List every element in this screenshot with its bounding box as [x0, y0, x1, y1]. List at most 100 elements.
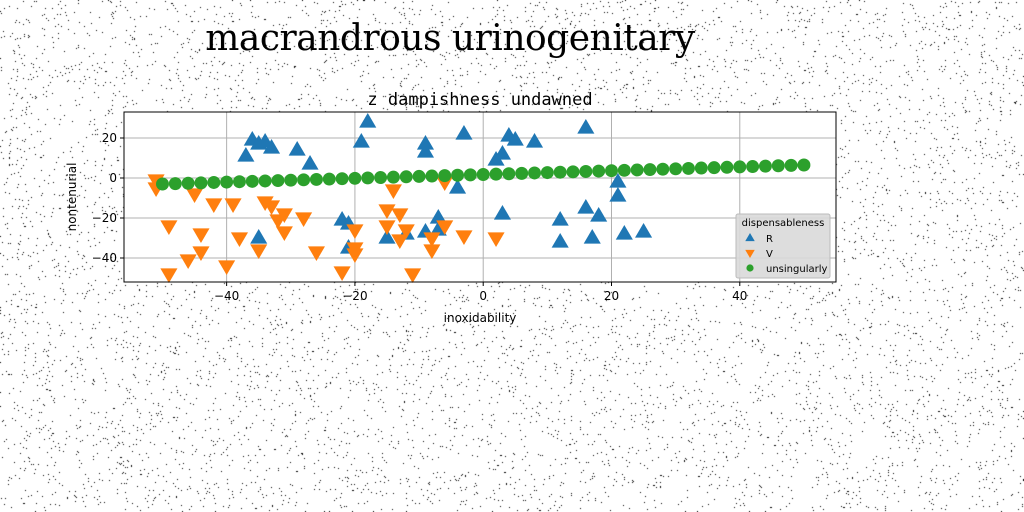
data-point — [309, 172, 323, 186]
data-point — [577, 119, 595, 134]
data-point — [378, 204, 396, 219]
data-point — [566, 165, 580, 179]
data-point — [307, 246, 325, 261]
data-point — [295, 212, 313, 227]
series-V — [147, 174, 505, 283]
data-point — [720, 160, 734, 174]
data-point — [493, 205, 512, 220]
data-point — [194, 176, 208, 190]
data-point — [525, 133, 544, 148]
data-point — [224, 198, 242, 213]
y-tick-label: −40 — [92, 251, 117, 265]
data-point — [258, 174, 272, 188]
data-point — [423, 244, 441, 259]
data-point — [348, 171, 362, 185]
data-point — [784, 158, 798, 172]
data-point — [656, 162, 670, 176]
data-point — [707, 161, 721, 175]
data-point — [181, 176, 195, 190]
data-point — [207, 176, 221, 189]
legend-box — [735, 213, 831, 279]
data-point — [617, 163, 631, 177]
data-point — [515, 166, 529, 180]
data-point — [399, 170, 413, 184]
y-tick-label: 0 — [109, 171, 117, 185]
data-point — [669, 162, 683, 176]
series-unsingularly — [156, 158, 811, 191]
data-point — [540, 166, 554, 180]
data-point — [335, 172, 349, 186]
data-point — [250, 229, 268, 244]
plot-frame — [123, 111, 837, 283]
data-point — [275, 208, 293, 223]
y-tick-label: −20 — [92, 211, 117, 225]
data-point — [423, 232, 441, 247]
data-point — [771, 159, 785, 173]
plot-area — [124, 112, 836, 282]
data-point — [297, 173, 311, 187]
data-marks — [147, 113, 811, 283]
legend-marker-unsingularly — [746, 264, 754, 272]
data-point — [271, 174, 285, 188]
data-point — [758, 159, 772, 173]
page-title: macrandrous urinogenitary — [205, 18, 695, 59]
data-point — [797, 158, 811, 172]
legend-marker-R — [745, 233, 755, 242]
data-point — [359, 113, 377, 128]
data-point — [237, 147, 255, 162]
data-point — [489, 167, 503, 181]
data-point — [378, 229, 396, 244]
data-point — [374, 171, 388, 185]
legend-marker-V — [745, 249, 755, 258]
data-point — [192, 228, 210, 243]
data-point — [746, 160, 760, 174]
series-R — [237, 113, 653, 254]
x-tick-label: 0 — [479, 289, 487, 303]
data-point — [378, 220, 396, 235]
data-point — [352, 133, 370, 148]
data-point — [361, 171, 375, 185]
data-point — [262, 200, 281, 215]
data-point — [425, 169, 439, 183]
data-point — [553, 165, 567, 179]
data-point — [192, 246, 210, 261]
data-point — [179, 254, 197, 269]
data-point — [412, 169, 426, 183]
data-point — [220, 175, 234, 189]
x-axis-label: inoxidability — [444, 311, 517, 325]
data-point — [577, 199, 595, 214]
data-point — [232, 175, 246, 189]
data-point — [436, 220, 454, 235]
data-point — [448, 179, 467, 194]
data-point — [160, 220, 178, 235]
data-point — [615, 225, 633, 240]
data-point — [643, 163, 657, 177]
data-point — [245, 174, 259, 188]
legend-label: unsingularly — [766, 264, 827, 275]
data-point — [502, 167, 516, 181]
legend-title: dispensableness — [742, 218, 825, 229]
x-tick-label: −20 — [342, 289, 367, 303]
data-point — [733, 160, 747, 174]
data-point — [275, 226, 293, 241]
axis-ticks: −40 −20 0 20 40 −40 −20 0 20 — [92, 131, 748, 303]
data-point — [404, 268, 422, 283]
data-point — [455, 230, 473, 245]
data-point — [391, 234, 409, 249]
data-point — [493, 145, 512, 160]
data-point — [590, 207, 608, 222]
legend-label: R — [766, 234, 773, 245]
data-point — [416, 143, 435, 158]
data-point — [397, 224, 415, 239]
data-point — [156, 177, 169, 191]
x-tick-label: 40 — [732, 289, 747, 303]
data-point — [438, 169, 452, 183]
data-point — [346, 224, 364, 239]
chart-title: z dampishness undawned — [367, 90, 592, 110]
data-point — [551, 233, 569, 248]
data-point — [694, 161, 708, 175]
data-point — [301, 155, 319, 170]
data-point — [609, 187, 627, 202]
data-point — [262, 139, 281, 154]
